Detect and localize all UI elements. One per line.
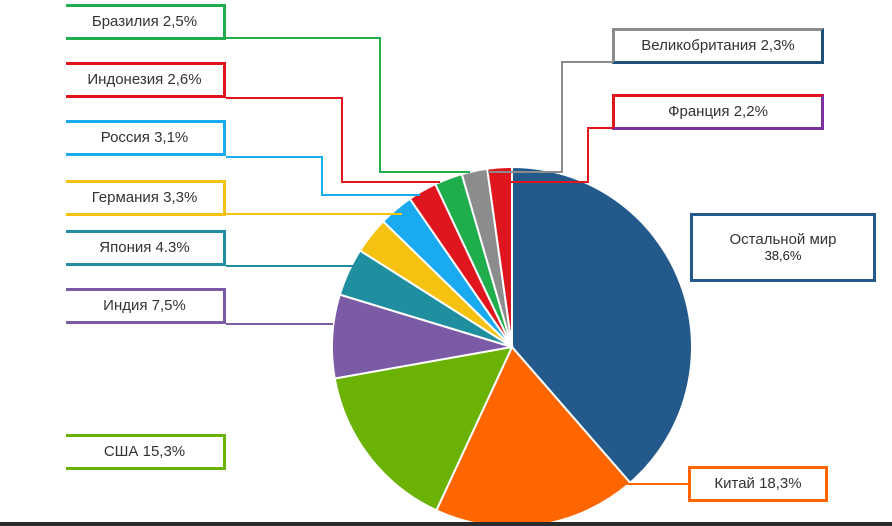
pie-slice-10 [486,165,513,348]
label-rest-of-world: Остальной мир 38,6% [690,213,876,282]
label-russia: Россия 3,1% [66,120,226,156]
label-china: Китай 18,3% [688,466,828,502]
label-indonesia: Индонезия 2,6% [66,62,226,98]
bottom-border [0,522,892,526]
leader-line-10 [508,127,612,183]
label-uk: Великобритания 2,3% [612,28,824,64]
label-text-4: Япония 4.3% [99,239,190,257]
label-text-8: Бразилия 2,5% [91,13,198,31]
leader-line-7 [226,97,440,183]
label-text-6: Россия 3,1% [100,129,189,147]
pie-slice-0 [511,165,693,485]
label-rest-of-world-value: 38,6% [764,247,802,263]
label-france: Франция 2,2% [612,94,824,130]
leader-line-6 [226,156,420,196]
label-india: Индия 7,5% [66,288,226,324]
label-brazil: Бразилия 2,5% [66,4,226,40]
label-text-9: Великобритания 2,3% [641,37,795,55]
leader-line-9 [488,61,612,173]
label-germany: Германия 3,3% [66,180,226,216]
label-text-1: Китай 18,3% [714,475,802,493]
pie-slice-2 [333,345,514,512]
leader-line-8 [226,37,470,173]
label-rest-of-world-name: Остальной мир [729,231,837,249]
label-text-5: Германия 3,3% [91,189,198,207]
label-text-10: Франция 2,2% [668,103,768,121]
label-text-7: Индонезия 2,6% [87,71,202,89]
label-text-3: Индия 7,5% [103,297,186,315]
label-japan: Япония 4.3% [66,230,226,266]
label-text-2: США 15,3% [103,443,186,461]
label-usa: США 15,3% [66,434,226,470]
